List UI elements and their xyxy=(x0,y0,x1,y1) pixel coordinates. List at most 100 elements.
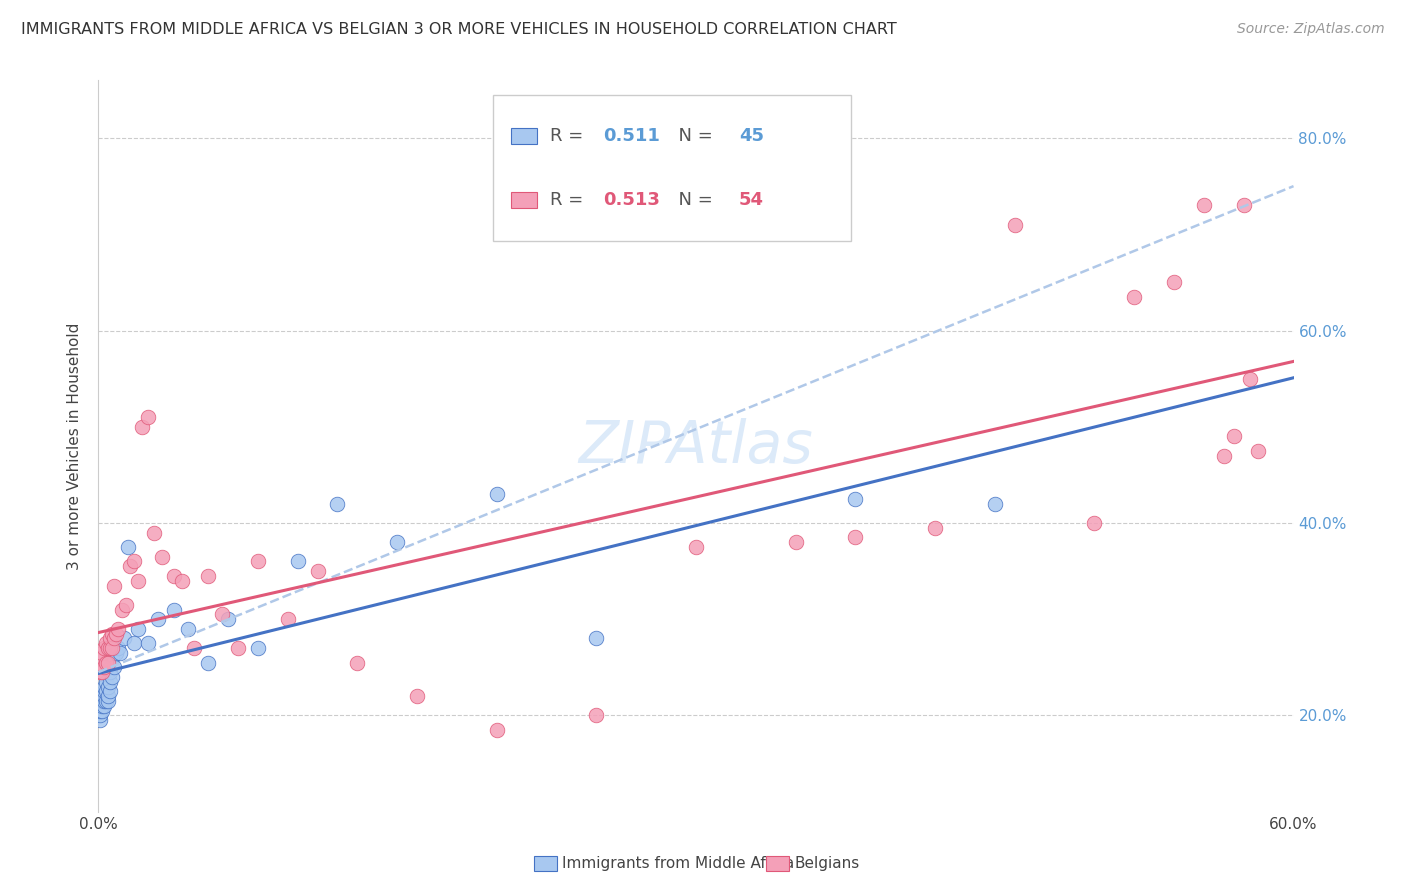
Text: ZIPAtlas: ZIPAtlas xyxy=(579,417,813,475)
Point xyxy=(1004,218,1026,232)
Point xyxy=(98,632,122,646)
Text: 0.511: 0.511 xyxy=(603,127,659,145)
Point xyxy=(107,641,129,656)
Point xyxy=(96,636,118,650)
Point xyxy=(98,665,122,680)
Bar xyxy=(510,128,537,144)
Point xyxy=(97,656,120,670)
Y-axis label: 3 or more Vehicles in Household: 3 or more Vehicles in Household xyxy=(67,322,83,570)
Point xyxy=(246,554,269,568)
Bar xyxy=(510,192,537,208)
Text: R =: R = xyxy=(550,127,589,145)
Point xyxy=(211,607,233,622)
Point xyxy=(89,708,111,723)
Point xyxy=(127,622,149,636)
Point xyxy=(246,641,269,656)
Point xyxy=(485,723,508,737)
Point xyxy=(163,602,186,616)
Point xyxy=(120,559,142,574)
Point xyxy=(1083,516,1105,530)
Text: Belgians: Belgians xyxy=(794,856,859,871)
Point xyxy=(217,612,239,626)
Point xyxy=(287,554,309,568)
Point xyxy=(406,690,429,704)
Point xyxy=(136,410,159,425)
Point xyxy=(277,612,299,626)
Point xyxy=(844,530,866,544)
Point xyxy=(91,665,114,680)
Point xyxy=(101,650,124,665)
Point xyxy=(97,690,120,704)
Point xyxy=(585,708,607,723)
Point xyxy=(103,578,125,592)
Point xyxy=(93,641,115,656)
Point xyxy=(89,714,111,728)
Point xyxy=(93,690,115,704)
Point xyxy=(112,632,135,646)
Point xyxy=(96,656,118,670)
Text: IMMIGRANTS FROM MIDDLE AFRICA VS BELGIAN 3 OR MORE VEHICLES IN HOUSEHOLD CORRELA: IMMIGRANTS FROM MIDDLE AFRICA VS BELGIAN… xyxy=(21,22,897,37)
Point xyxy=(385,535,409,549)
Bar xyxy=(494,95,852,241)
Point xyxy=(105,626,128,640)
Point xyxy=(1233,198,1256,212)
Point xyxy=(103,632,125,646)
Point xyxy=(307,564,329,578)
Point xyxy=(326,497,349,511)
Point xyxy=(585,632,607,646)
Text: 0.513: 0.513 xyxy=(603,191,659,210)
Point xyxy=(150,549,173,564)
Point xyxy=(177,622,200,636)
Point xyxy=(131,419,153,434)
Point xyxy=(91,646,114,660)
Point xyxy=(163,569,186,583)
Text: N =: N = xyxy=(668,191,718,210)
Point xyxy=(98,641,122,656)
Point xyxy=(91,694,114,708)
Point xyxy=(785,535,807,549)
Point xyxy=(96,684,118,698)
Point xyxy=(93,680,115,694)
Point xyxy=(172,574,194,588)
Point xyxy=(111,602,134,616)
Text: N =: N = xyxy=(668,127,718,145)
Point xyxy=(1212,449,1234,463)
Point xyxy=(1123,290,1146,304)
Point xyxy=(98,684,122,698)
Point xyxy=(101,641,124,656)
Point xyxy=(1163,276,1185,290)
Point xyxy=(97,694,120,708)
Point xyxy=(127,574,149,588)
Point xyxy=(143,525,166,540)
Point xyxy=(89,704,111,718)
Point xyxy=(197,569,219,583)
Text: 45: 45 xyxy=(740,127,763,145)
Point xyxy=(485,487,508,501)
Point xyxy=(1192,198,1215,212)
Point xyxy=(346,656,368,670)
Point xyxy=(124,554,146,568)
Text: Immigrants from Middle Africa: Immigrants from Middle Africa xyxy=(562,856,794,871)
Point xyxy=(101,626,124,640)
Point xyxy=(197,656,219,670)
Point xyxy=(124,636,146,650)
Point xyxy=(93,694,115,708)
Point xyxy=(93,698,115,713)
Text: R =: R = xyxy=(550,191,589,210)
Point xyxy=(115,598,138,612)
Point xyxy=(1239,371,1261,385)
Point xyxy=(101,670,124,684)
Point xyxy=(89,665,111,680)
Point xyxy=(685,540,707,554)
Point xyxy=(183,641,205,656)
Point xyxy=(1223,429,1246,443)
Point xyxy=(226,641,249,656)
Point xyxy=(103,660,125,674)
Point xyxy=(148,612,170,626)
Point xyxy=(89,650,111,665)
Point xyxy=(97,641,120,656)
Text: 54: 54 xyxy=(740,191,763,210)
Point xyxy=(110,646,132,660)
Point xyxy=(96,674,118,689)
Point xyxy=(117,540,139,554)
